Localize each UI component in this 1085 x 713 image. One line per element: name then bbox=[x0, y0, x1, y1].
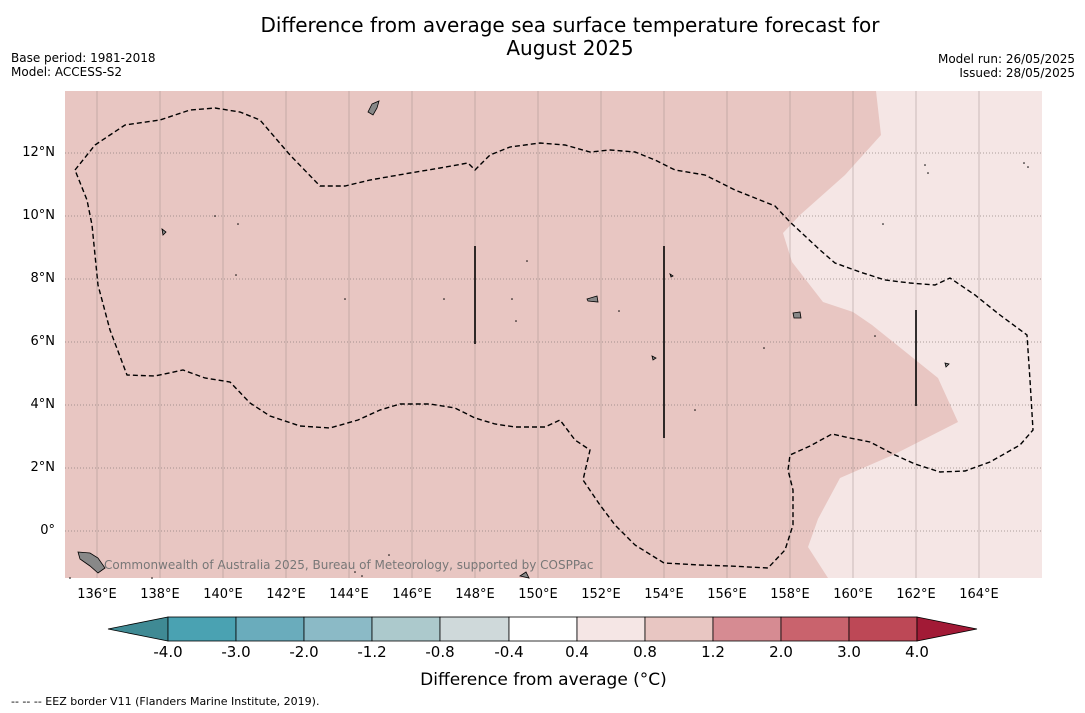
model-run: Model run: 26/05/2025 bbox=[937, 52, 1075, 66]
title-line-2: August 2025 bbox=[506, 36, 634, 60]
colorbar-bin-10 bbox=[780, 616, 850, 642]
lat-label-12n: 12°N bbox=[22, 145, 55, 160]
base-period: Base period: 1981-2018 bbox=[11, 51, 156, 65]
island-palau bbox=[77, 551, 106, 574]
lon-label-150e: 150°E bbox=[518, 587, 558, 602]
colorbar-label-11: 3.0 bbox=[837, 643, 861, 661]
lon-label-160e: 160°E bbox=[833, 587, 873, 602]
colorbar-label-6: -0.4 bbox=[494, 643, 524, 661]
island-chuuk bbox=[586, 295, 599, 303]
island-small-b bbox=[651, 355, 657, 361]
lon-label-140e: 140°E bbox=[203, 587, 243, 602]
lon-label-162e: 162°E bbox=[896, 587, 936, 602]
lat-label-6n: 6°N bbox=[30, 334, 56, 349]
lon-label-148e: 148°E bbox=[455, 587, 495, 602]
island-guam bbox=[367, 100, 380, 116]
colorbar-label-5: -0.8 bbox=[425, 643, 455, 661]
eez-footnote: -- -- -- EEZ border V11 (Flanders Marine… bbox=[11, 695, 320, 708]
model-name: Model: ACCESS-S2 bbox=[11, 65, 123, 79]
mild-anomaly-region bbox=[783, 91, 1042, 578]
lon-label-146e: 146°E bbox=[392, 587, 432, 602]
meta-right: Model run: 26/05/2025 Issued: 28/05/2025 bbox=[938, 52, 1075, 80]
lon-label-138e: 138°E bbox=[140, 587, 180, 602]
lat-label-8n: 8°N bbox=[30, 271, 56, 286]
colorbar-label-1: -4.0 bbox=[153, 643, 183, 661]
island-pohnpei bbox=[792, 311, 802, 319]
colorbar-bin-11 bbox=[848, 616, 918, 642]
colorbar-bin-8 bbox=[644, 616, 714, 642]
colorbar-bin-3 bbox=[303, 616, 373, 642]
island-kosrae bbox=[944, 362, 950, 368]
colorbar-upper-extension bbox=[916, 616, 978, 642]
colorbar-label-10: 2.0 bbox=[769, 643, 793, 661]
issued-date: Issued: 28/05/2025 bbox=[959, 66, 1075, 80]
colorbar-bin-7 bbox=[576, 616, 646, 642]
colorbar-bin-2 bbox=[235, 616, 305, 642]
colorbar-label-8: 0.8 bbox=[633, 643, 657, 661]
islands bbox=[77, 100, 950, 579]
island-png-coast bbox=[518, 571, 530, 579]
meta-left: Base period: 1981-2018 Model: ACCESS-S2 bbox=[11, 51, 156, 79]
lon-label-154e: 154°E bbox=[644, 587, 684, 602]
island-yap bbox=[161, 228, 167, 236]
lon-label-152e: 152°E bbox=[581, 587, 621, 602]
lon-label-144e: 144°E bbox=[329, 587, 369, 602]
lon-label-164e: 164°E bbox=[959, 587, 999, 602]
gridlines bbox=[96, 91, 980, 578]
colorbar-bin-9 bbox=[712, 616, 782, 642]
colorbar-label-12: 4.0 bbox=[905, 643, 929, 661]
colorbar-label-9: 1.2 bbox=[701, 643, 725, 661]
colorbar-label-7: 0.4 bbox=[565, 643, 589, 661]
colorbar-lower-extension bbox=[107, 616, 169, 642]
lat-label-4n: 4°N bbox=[30, 397, 56, 412]
lon-label-142e: 142°E bbox=[266, 587, 306, 602]
lon-label-136e: 136°E bbox=[77, 587, 117, 602]
colorbar-bin-6 bbox=[508, 616, 578, 642]
eez-border-west bbox=[74, 107, 1034, 569]
lon-label-156e: 156°E bbox=[707, 587, 747, 602]
chart-title: Difference from average sea surface temp… bbox=[0, 14, 1085, 60]
colorbar-title: Difference from average (°C) bbox=[420, 670, 667, 690]
lat-label-2n: 2°N bbox=[30, 460, 56, 475]
colorbar bbox=[107, 616, 978, 642]
colorbar-bin-5 bbox=[439, 616, 510, 642]
colorbar-bin-1 bbox=[167, 616, 237, 642]
lon-label-158e: 158°E bbox=[770, 587, 810, 602]
lat-gridlines bbox=[65, 152, 1042, 532]
lat-label-0: 0° bbox=[40, 523, 55, 538]
atoll-dots bbox=[69, 162, 1029, 579]
island-small-a bbox=[669, 273, 674, 278]
title-line-1: Difference from average sea surface temp… bbox=[260, 13, 880, 37]
copyright-credit: Commonwealth of Australia 2025, Bureau o… bbox=[104, 558, 594, 572]
lat-label-10n: 10°N bbox=[22, 208, 55, 223]
colorbar-label-3: -2.0 bbox=[289, 643, 319, 661]
colorbar-label-4: -1.2 bbox=[357, 643, 387, 661]
colorbar-bin-4 bbox=[371, 616, 441, 642]
colorbar-label-2: -3.0 bbox=[221, 643, 251, 661]
